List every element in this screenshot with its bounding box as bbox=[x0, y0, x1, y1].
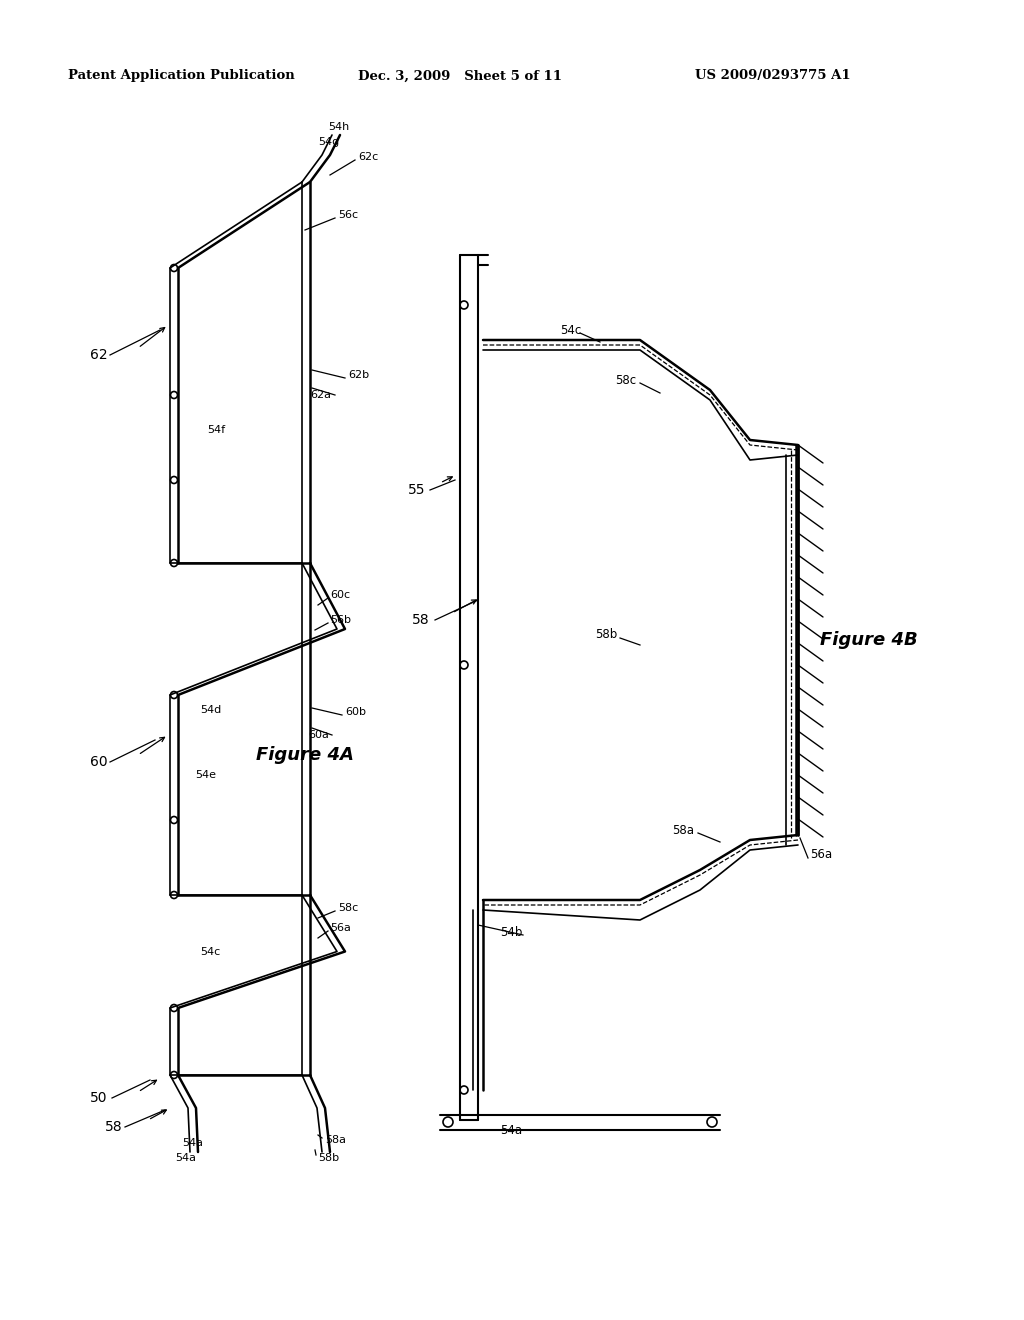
Text: 62b: 62b bbox=[348, 370, 369, 380]
Text: 58c: 58c bbox=[615, 374, 636, 387]
Text: 58a: 58a bbox=[672, 824, 694, 837]
Text: 60b: 60b bbox=[345, 708, 366, 717]
Text: 58c: 58c bbox=[338, 903, 358, 913]
Text: 54a: 54a bbox=[500, 1123, 522, 1137]
Text: 62: 62 bbox=[90, 348, 108, 362]
Text: 54a: 54a bbox=[182, 1138, 203, 1148]
Text: 56a: 56a bbox=[330, 923, 351, 933]
Text: 54c: 54c bbox=[560, 323, 582, 337]
Text: 54e: 54e bbox=[195, 770, 216, 780]
Text: 60: 60 bbox=[90, 755, 108, 770]
Text: 54g: 54g bbox=[318, 137, 339, 147]
Text: 56b: 56b bbox=[330, 615, 351, 624]
Text: 60c: 60c bbox=[330, 590, 350, 601]
Text: 56c: 56c bbox=[338, 210, 358, 220]
Text: 54b: 54b bbox=[500, 925, 522, 939]
Text: 58: 58 bbox=[412, 612, 430, 627]
Text: 62a: 62a bbox=[310, 389, 331, 400]
Text: Figure 4B: Figure 4B bbox=[820, 631, 918, 649]
Text: 58a: 58a bbox=[325, 1135, 346, 1144]
Text: 55: 55 bbox=[408, 483, 426, 498]
Text: 58b: 58b bbox=[595, 628, 617, 642]
Text: 54a: 54a bbox=[175, 1152, 196, 1163]
Text: 60a: 60a bbox=[308, 730, 329, 741]
Text: 56a: 56a bbox=[810, 849, 833, 862]
Text: 54d: 54d bbox=[200, 705, 221, 715]
Text: US 2009/0293775 A1: US 2009/0293775 A1 bbox=[695, 70, 851, 82]
Text: Patent Application Publication: Patent Application Publication bbox=[68, 70, 295, 82]
Text: Figure 4A: Figure 4A bbox=[256, 746, 354, 764]
Text: 58: 58 bbox=[105, 1119, 123, 1134]
Text: 54c: 54c bbox=[200, 946, 220, 957]
Text: 50: 50 bbox=[90, 1092, 108, 1105]
Text: 58b: 58b bbox=[318, 1152, 339, 1163]
Text: 62c: 62c bbox=[358, 152, 378, 162]
Text: Dec. 3, 2009   Sheet 5 of 11: Dec. 3, 2009 Sheet 5 of 11 bbox=[358, 70, 562, 82]
Text: 54h: 54h bbox=[328, 121, 349, 132]
Text: 54f: 54f bbox=[207, 425, 225, 436]
